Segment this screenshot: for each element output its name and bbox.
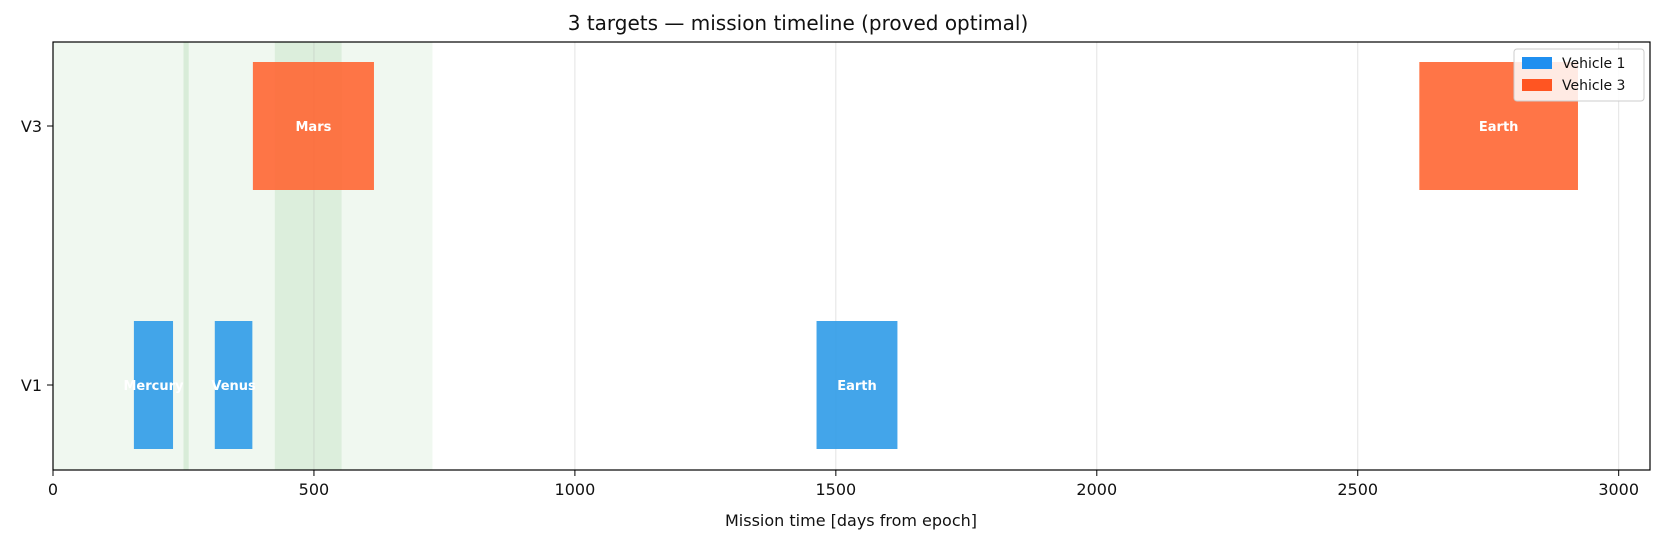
bar-v1-mercury [133, 321, 174, 449]
mission-bars: Mercury Venus Earth Mars Earth [123, 62, 1578, 449]
x-tick-label-0: 0 [48, 480, 58, 499]
x-tick-label-1500: 1500 [815, 480, 856, 499]
y-tick-label-v3: V3 [21, 117, 42, 136]
bar-label-v1-mercury: Mercury [123, 379, 184, 394]
bar-label-v3-mars: Mars [295, 120, 331, 135]
x-tick-label-500: 500 [299, 480, 330, 499]
plot-frame [52, 41, 1651, 471]
legend: Vehicle 1 Vehicle 3 [1513, 48, 1645, 102]
bar-v1-earth [816, 321, 898, 449]
bar-v1-venus [214, 321, 253, 449]
bar-v3-mars [252, 62, 374, 190]
x-axis-label: Mission time [days from epoch] [725, 511, 977, 530]
legend-swatch-vehicle-1 [1522, 57, 1552, 69]
shaded-window-1 [183, 42, 189, 470]
bar-label-v1-earth: Earth [837, 379, 877, 394]
legend-label-vehicle-1: Vehicle 1 [1562, 56, 1625, 72]
legend-swatch-vehicle-3 [1522, 79, 1552, 91]
x-tick-label-2500: 2500 [1337, 480, 1378, 499]
x-tick-label-2000: 2000 [1076, 480, 1117, 499]
chart-title: 3 targets — mission timeline (proved opt… [568, 11, 1029, 35]
x-tick-label-3000: 3000 [1598, 480, 1639, 499]
bar-label-v3-earth: Earth [1479, 120, 1519, 135]
bar-label-v1-venus: Venus [211, 379, 256, 394]
x-tick-label-1000: 1000 [555, 480, 596, 499]
y-tick-label-v1: V1 [21, 376, 42, 395]
axes: 0 500 1000 1500 2000 2500 3000 V1 V3 [21, 41, 1651, 499]
legend-label-vehicle-3: Vehicle 3 [1562, 78, 1625, 94]
